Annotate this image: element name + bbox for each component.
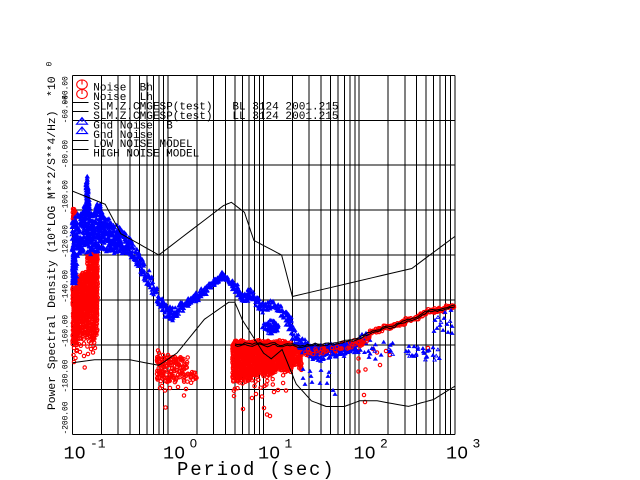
svg-text:0: 0	[46, 62, 55, 67]
svg-text:1: 1	[285, 437, 293, 452]
svg-text:10: 10	[163, 444, 185, 465]
svg-text:-120.00: -120.00	[62, 225, 71, 258]
svg-text:-180.00: -180.00	[62, 359, 71, 392]
svg-text:-160.00: -160.00	[62, 315, 71, 348]
svg-text:Period (sec): Period (sec)	[177, 459, 335, 480]
svg-text:-200.00: -200.00	[62, 401, 71, 434]
svg-text:-140.00: -140.00	[62, 270, 71, 303]
svg-text:Power Spectral Density (10*LOG: Power Spectral Density (10*LOG M**2/S**4…	[47, 76, 59, 410]
svg-text:10: 10	[258, 444, 280, 465]
svg-text:2: 2	[380, 437, 388, 452]
svg-text:-1: -1	[90, 437, 106, 452]
svg-text:SLM.Z.CMGESP(test) BL 3124 2: SLM.Z.CMGESP(test) BL 3124 2001.215	[93, 102, 338, 114]
svg-text:HIGH NOISE MODEL: HIGH NOISE MODEL	[93, 149, 199, 161]
svg-text:10: 10	[354, 444, 376, 465]
svg-text:LOW NOISE MODEL: LOW NOISE MODEL	[93, 139, 192, 151]
svg-text:Noise Lh: Noise Lh	[93, 92, 153, 104]
svg-text:Gnd Noise L: Gnd Noise L	[93, 130, 173, 142]
svg-text:10: 10	[64, 444, 86, 465]
svg-text:Gnd Noise B: Gnd Noise B	[93, 120, 173, 132]
svg-text:10: 10	[446, 444, 468, 465]
svg-text:SLM.Z.CMGESP(test) LL 3124 2: SLM.Z.CMGESP(test) LL 3124 2001.215	[93, 111, 338, 123]
svg-text:Noise Bh: Noise Bh	[93, 83, 153, 95]
svg-text:3: 3	[473, 437, 481, 452]
svg-text:-100.00: -100.00	[62, 180, 71, 213]
svg-text:-40.00: -40.00	[62, 76, 71, 105]
svg-text:-80.00: -80.00	[62, 140, 71, 169]
svg-text:-60.00: -60.00	[62, 95, 71, 124]
